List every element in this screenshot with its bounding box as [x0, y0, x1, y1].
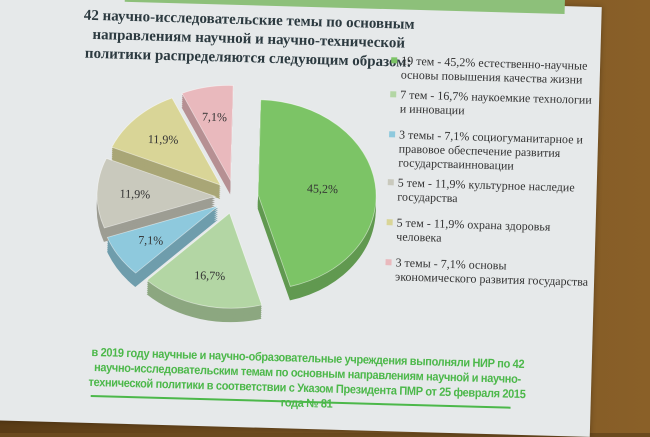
pie-chart: 45,2% 16,7% 7,1% 11,9% 11,9% 7,1%	[96, 85, 377, 323]
chart-legend: 19 тем - 45,2% естественно-научные основ…	[385, 53, 596, 293]
pie-slice	[146, 212, 263, 309]
pie-data-label: 7,1%	[138, 233, 163, 248]
pie-data-label: 11,9%	[148, 132, 179, 147]
legend-label: 7 тем - 16,7% наукоемкие технологии и ин…	[399, 87, 592, 118]
legend-item: 19 тем - 45,2% естественно-научные основ…	[391, 53, 597, 87]
legend-swatch	[385, 259, 392, 266]
projected-slide: 42 научно-исследовательские темы по осно…	[0, 0, 602, 437]
legend-swatch	[387, 179, 394, 186]
legend-swatch	[390, 91, 397, 98]
pie-data-label: 11,9%	[119, 187, 150, 202]
pie-slice	[106, 205, 219, 274]
legend-item: 3 темы - 7,1% основы экономического разв…	[385, 255, 591, 289]
pie-data-label: 16,7%	[194, 268, 225, 283]
legend-swatch	[391, 57, 398, 64]
legend-item: 5 тем - 11,9% культурное наследие госуда…	[387, 175, 593, 209]
pie-slice	[181, 85, 234, 182]
legend-item: 3 темы - 7,1% социогуманитарное и правов…	[388, 127, 594, 175]
legend-label: 19 тем - 45,2% естественно-научные основ…	[400, 53, 588, 87]
legend-label: 3 темы - 7,1% социогуманитарное и правов…	[398, 127, 584, 173]
legend-item: 7 тем - 16,7% наукоемкие технологии и ин…	[390, 87, 596, 121]
legend-swatch	[386, 219, 393, 226]
legend-label: 5 тем - 11,9% культурное наследие госуда…	[397, 175, 575, 206]
legend-item: 5 тем - 11,9% охрана здоровья человека	[386, 215, 592, 249]
pie-slice	[111, 97, 222, 186]
pie-data-label: 45,2%	[307, 181, 338, 196]
pie-data-label: 7,1%	[202, 110, 227, 125]
legend-label: 5 тем - 11,9% охрана здоровья человека	[396, 215, 551, 245]
pie-slice	[257, 99, 377, 287]
legend-label: 3 темы - 7,1% основы экономического разв…	[394, 255, 589, 289]
pie-slice	[96, 157, 217, 229]
legend-swatch	[389, 131, 396, 138]
